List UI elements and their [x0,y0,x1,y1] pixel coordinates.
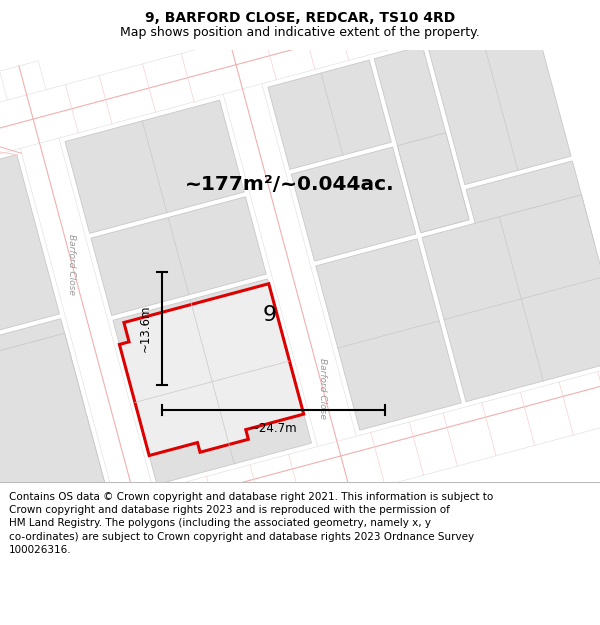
Polygon shape [0,154,59,341]
Polygon shape [466,161,595,271]
Polygon shape [0,416,109,524]
Text: Barford Close: Barford Close [67,234,76,294]
Polygon shape [8,348,600,582]
Polygon shape [65,100,244,233]
Text: Barford Close: Barford Close [318,358,327,419]
Polygon shape [291,147,416,261]
Polygon shape [0,0,590,177]
Polygon shape [202,6,378,529]
Polygon shape [113,279,311,484]
Text: Map shows position and indicative extent of the property.: Map shows position and indicative extent… [120,26,480,39]
Polygon shape [427,16,571,184]
Polygon shape [91,197,266,316]
Polygon shape [0,333,109,524]
Text: ~13.6m: ~13.6m [139,305,152,352]
Text: ~177m²/~0.044ac.: ~177m²/~0.044ac. [185,176,395,194]
Polygon shape [397,132,469,232]
Polygon shape [268,60,391,169]
Polygon shape [374,46,469,232]
Polygon shape [119,284,304,456]
Text: Contains OS data © Crown copyright and database right 2021. This information is : Contains OS data © Crown copyright and d… [9,492,493,555]
Polygon shape [422,195,600,402]
Polygon shape [316,239,461,430]
Text: ~24.7m: ~24.7m [250,421,298,434]
Text: 9, BARFORD CLOSE, REDCAR, TS10 4RD: 9, BARFORD CLOSE, REDCAR, TS10 4RD [145,11,455,25]
Text: 9: 9 [263,305,277,325]
Polygon shape [0,61,175,583]
Polygon shape [0,319,85,438]
